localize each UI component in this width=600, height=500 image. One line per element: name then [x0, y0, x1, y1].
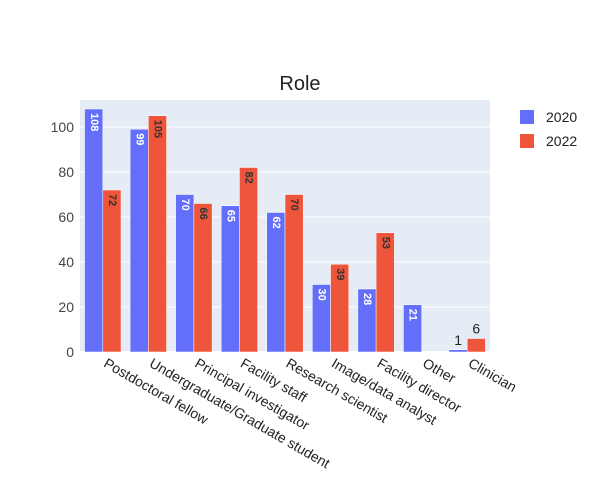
- bar-2020-4: [266, 212, 286, 353]
- bar-2022-5: [330, 264, 350, 353]
- bar-2022-6: [375, 232, 395, 353]
- y-tick-label: 0: [66, 344, 74, 360]
- bar-2020-8: [448, 349, 468, 353]
- bar-2022-4: [284, 194, 304, 353]
- data-label: 21: [407, 309, 419, 321]
- y-tick-label: 40: [58, 254, 74, 270]
- x-axis: Postdoctoral fellowUndergraduate/Graduat…: [101, 355, 519, 472]
- bar-2020-3: [220, 205, 240, 353]
- data-label: 70: [179, 199, 191, 211]
- legend-swatch-2020: [520, 110, 534, 124]
- data-label: 105: [152, 120, 164, 138]
- x-tick-label: Clinician: [466, 355, 520, 395]
- legend-label-2022: 2022: [546, 133, 577, 149]
- bar-2020-1: [129, 129, 149, 353]
- data-label: 66: [197, 208, 209, 220]
- y-tick-label: 80: [58, 164, 74, 180]
- data-labels: 108 99 70 65 62 30 28 21 1 72 105 66 82 70 39 53 6: [88, 113, 481, 348]
- y-tick-label: 100: [51, 119, 75, 135]
- data-label: 108: [88, 113, 100, 131]
- legend-label-2020: 2020: [546, 109, 577, 125]
- data-label: 53: [379, 237, 391, 249]
- data-label: 99: [133, 133, 145, 145]
- y-tick-label: 60: [58, 209, 74, 225]
- y-axis: 0 20 40 60 80 100: [51, 119, 75, 360]
- data-label: 72: [106, 194, 118, 206]
- legend: 2020 2022: [520, 109, 577, 149]
- chart-title: Role: [279, 73, 320, 95]
- data-label: 39: [334, 268, 346, 280]
- bar-2022-3: [239, 167, 258, 353]
- data-label: 62: [270, 217, 282, 229]
- bar-2020-0: [84, 108, 104, 353]
- bars: [84, 108, 486, 353]
- y-tick-label: 20: [58, 299, 74, 315]
- data-label: 28: [361, 293, 373, 305]
- bar-2020-7: [403, 304, 422, 353]
- bar-2020-2: [175, 194, 195, 353]
- data-label: 65: [224, 210, 236, 222]
- legend-swatch-2022: [520, 134, 534, 148]
- data-label: 30: [316, 289, 328, 301]
- bar-2022-0: [102, 189, 122, 353]
- data-label: 6: [472, 321, 480, 337]
- bar-2022-2: [193, 203, 213, 353]
- data-label: 82: [243, 172, 255, 184]
- data-label: 1: [454, 332, 462, 348]
- bar-2022-8: [466, 338, 486, 353]
- data-label: 70: [288, 199, 300, 211]
- bar-2022-1: [148, 115, 167, 353]
